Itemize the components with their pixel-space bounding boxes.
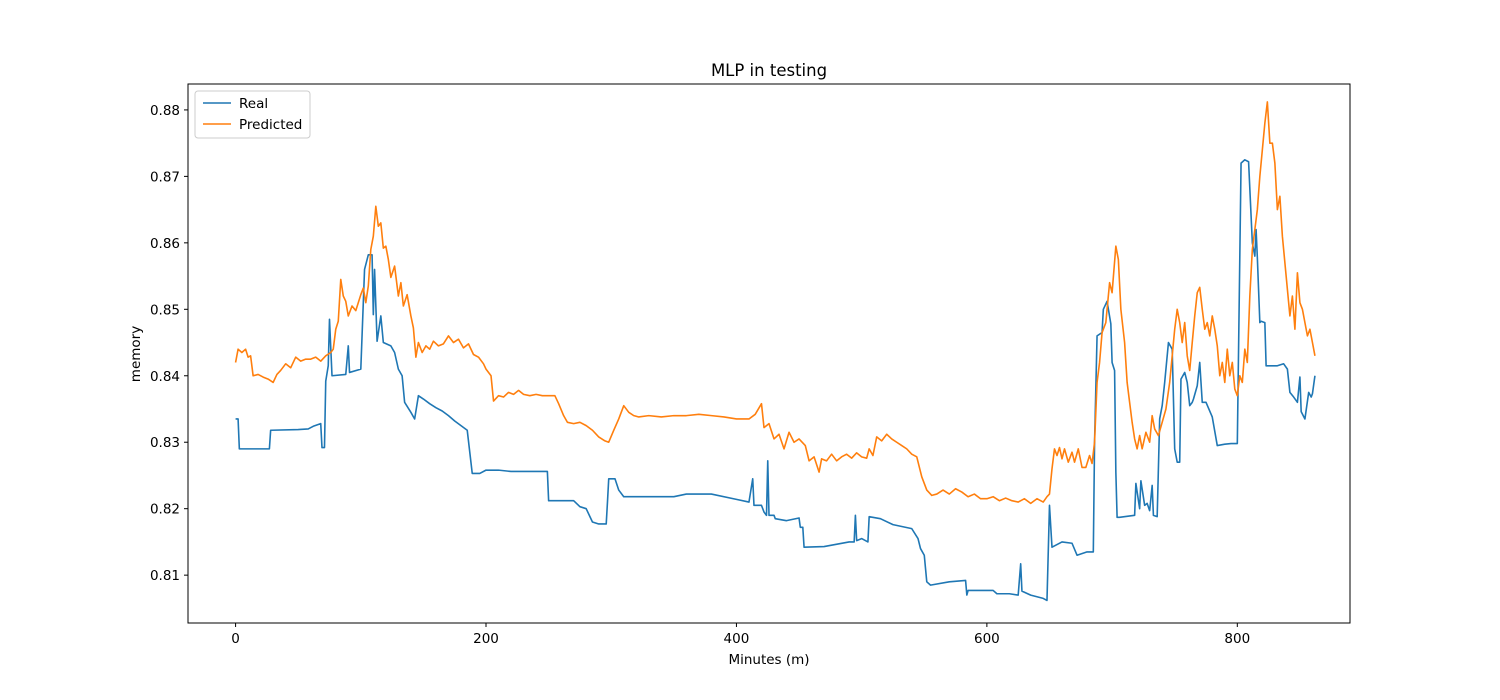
axes-frame bbox=[187, 83, 1351, 624]
y-tick-label: 0.81 bbox=[150, 568, 180, 584]
x-tick-label: 600 bbox=[974, 631, 1000, 647]
chart-title: MLP in testing bbox=[711, 61, 827, 80]
x-axis: 0 200 400 600 800 bbox=[231, 623, 1250, 647]
y-axis: 0.81 0.82 0.83 0.84 0.85 0.86 0.87 0.88 bbox=[150, 103, 188, 584]
y-tick-label: 0.87 bbox=[150, 169, 180, 185]
y-tick-label: 0.83 bbox=[150, 435, 180, 451]
x-tick-label: 200 bbox=[473, 631, 499, 647]
y-tick-label: 0.85 bbox=[150, 302, 180, 318]
series-line-predicted bbox=[234, 101, 1316, 505]
y-axis-label: memory bbox=[128, 326, 144, 382]
series-line-real bbox=[235, 158, 1316, 602]
y-tick-label: 0.86 bbox=[150, 236, 180, 252]
y-tick-label: 0.82 bbox=[150, 502, 180, 518]
x-tick-label: 400 bbox=[724, 631, 750, 647]
legend: Real Predicted bbox=[194, 90, 311, 139]
legend-label-real: Real bbox=[239, 96, 268, 112]
series-layer bbox=[234, 101, 1316, 602]
x-axis-label: Minutes (m) bbox=[728, 652, 809, 668]
x-tick-label: 800 bbox=[1224, 631, 1250, 647]
y-tick-label: 0.84 bbox=[150, 369, 180, 385]
x-tick-label: 0 bbox=[231, 631, 240, 647]
legend-label-predicted: Predicted bbox=[239, 117, 302, 133]
plot-area bbox=[187, 83, 1351, 624]
y-tick-label: 0.88 bbox=[150, 103, 180, 119]
